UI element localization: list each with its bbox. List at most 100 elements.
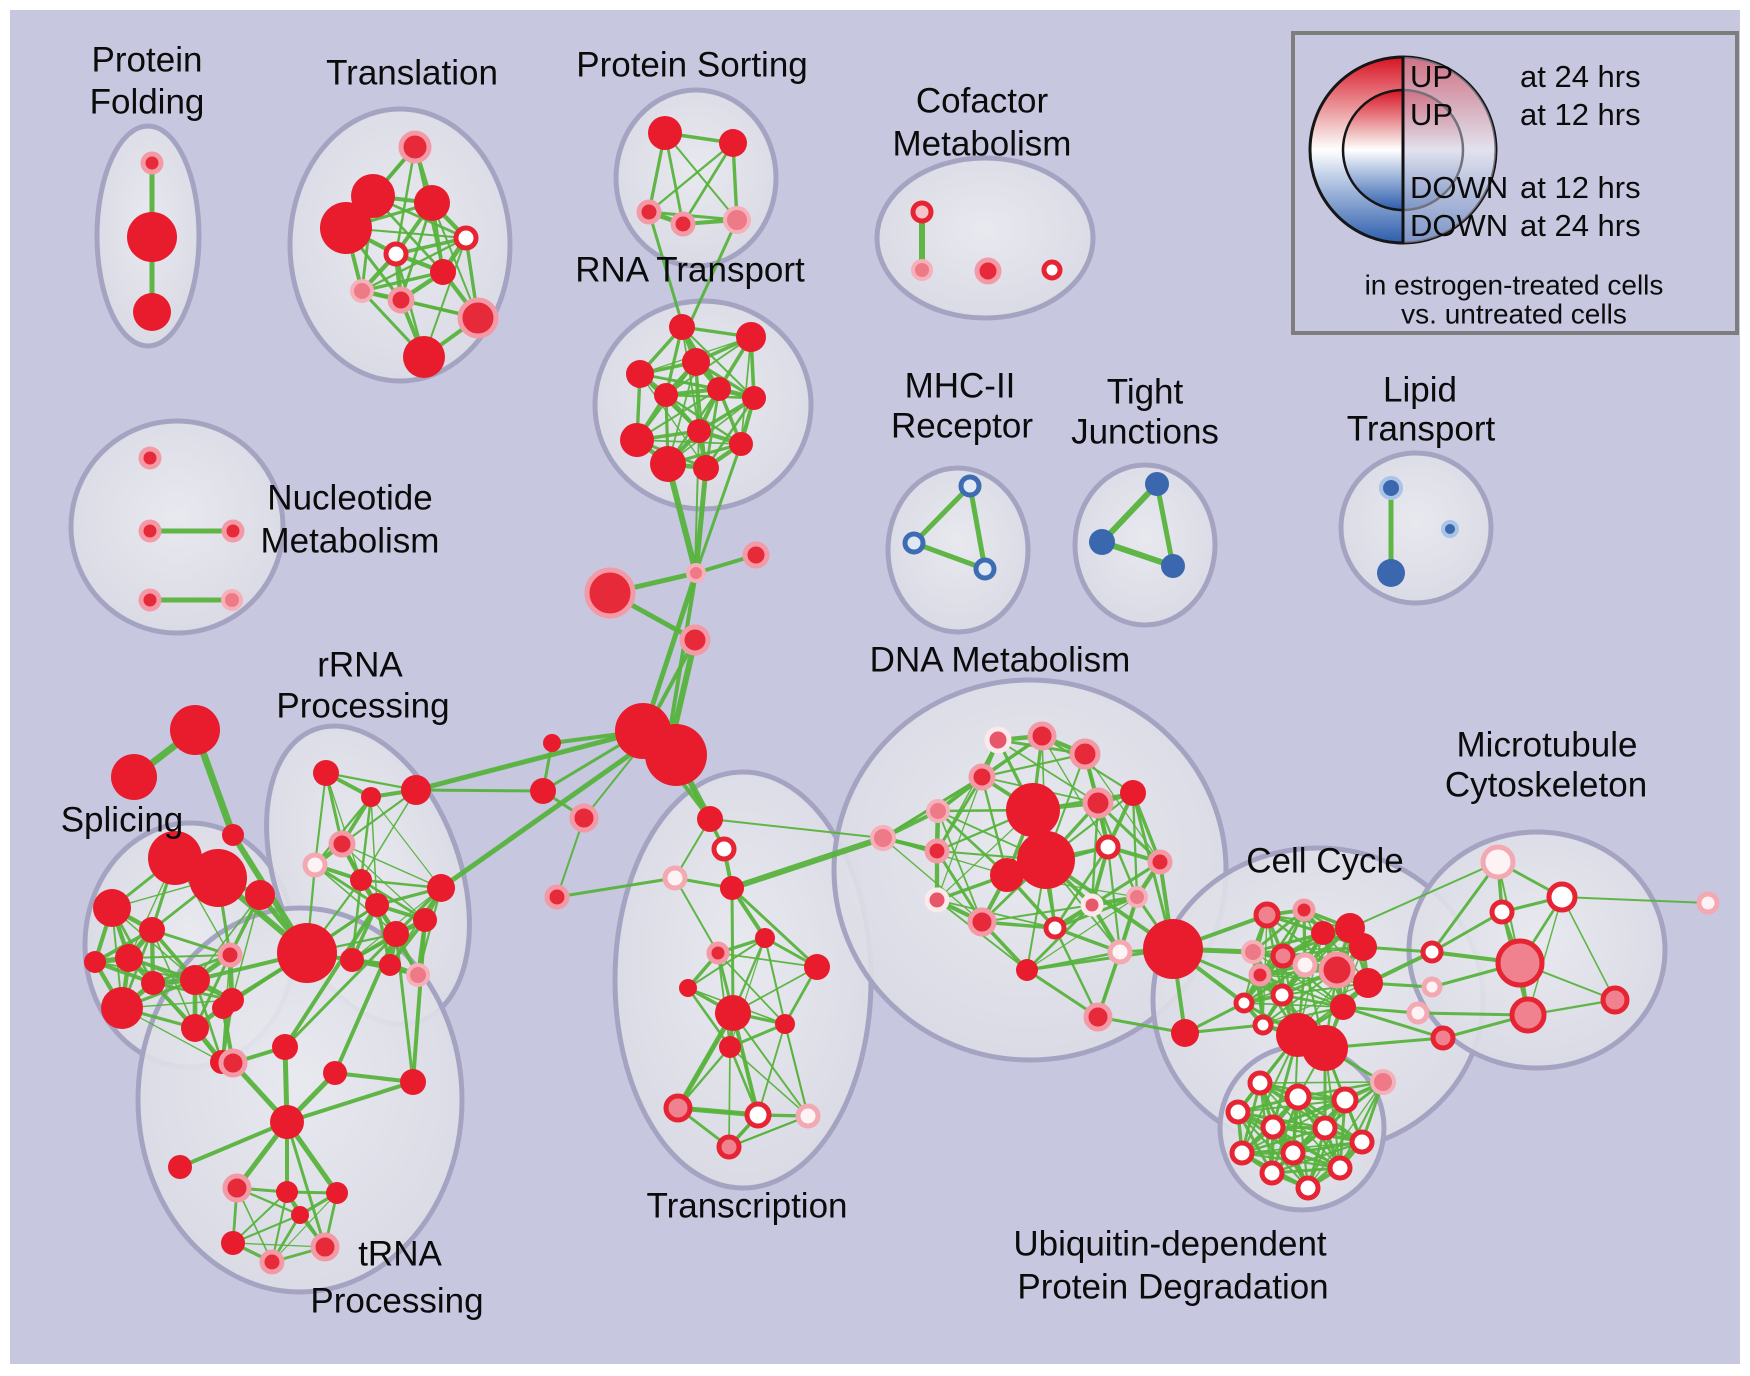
edge xyxy=(1259,1081,1384,1084)
node-bridge xyxy=(1143,919,1203,979)
cluster-bubble-mhc-ii-receptor xyxy=(885,465,1031,635)
edge xyxy=(763,936,787,1026)
edge xyxy=(728,1046,731,1148)
node-nucleotide xyxy=(138,588,162,612)
node-rna_transport xyxy=(654,383,678,407)
edge xyxy=(666,571,698,744)
node-cell_cycle xyxy=(1248,963,1272,987)
node-rrna xyxy=(361,787,381,807)
node-dna xyxy=(1027,721,1057,751)
node-cc_mt_overlap xyxy=(1406,1001,1430,1025)
node-cell_cycle xyxy=(1252,1014,1274,1036)
node-trna_upper xyxy=(168,1155,192,1179)
edge xyxy=(1338,1080,1385,1170)
node-nucleotide xyxy=(138,446,162,470)
edge xyxy=(1131,791,1139,899)
edge xyxy=(359,795,373,882)
edge xyxy=(341,843,442,889)
node-tight xyxy=(1161,554,1185,578)
node-transcription_top xyxy=(662,865,688,891)
node-trna_hex xyxy=(276,1181,298,1203)
node-translation xyxy=(403,336,445,378)
edge xyxy=(555,876,677,899)
edge xyxy=(694,430,700,571)
edge xyxy=(665,461,699,576)
node-hub xyxy=(530,778,556,804)
node-rrna xyxy=(406,963,430,987)
node-splicing_triangle xyxy=(111,754,157,800)
node-dna xyxy=(1107,939,1133,965)
node-rna_transport xyxy=(626,360,654,388)
edge xyxy=(1252,946,1364,953)
node-ubiquitin xyxy=(1295,1175,1321,1201)
edge xyxy=(1430,860,1500,954)
node-rrna xyxy=(379,954,401,976)
edge xyxy=(967,483,988,572)
legend-footer: in estrogen-treated cells xyxy=(1365,269,1664,300)
node-splicing_triangle xyxy=(170,705,220,755)
node-ubiquitin xyxy=(1229,1140,1255,1166)
legend-time-label: at 12 hrs xyxy=(1520,170,1641,205)
edge xyxy=(431,202,479,319)
node-trna_hex xyxy=(310,1232,340,1262)
edge xyxy=(1099,481,1160,545)
node-rrna xyxy=(427,874,455,902)
node-hub xyxy=(645,724,707,786)
node-cell_cycle xyxy=(1241,940,1265,964)
node-microtubule xyxy=(1546,881,1578,913)
edge xyxy=(674,877,719,954)
node-transcription_sub xyxy=(715,995,751,1031)
node-translation xyxy=(350,279,374,303)
edge xyxy=(360,789,417,881)
node-translation xyxy=(430,259,456,285)
cluster-label-protein-folding: Folding xyxy=(90,82,205,121)
node-dna xyxy=(1043,916,1067,940)
node-transcription_sub xyxy=(804,954,830,980)
node-rrna xyxy=(350,869,372,891)
node-dna xyxy=(990,858,1024,892)
node-splicing xyxy=(245,880,275,910)
node-transcription_sub xyxy=(679,979,697,997)
edge xyxy=(324,771,418,792)
edge xyxy=(1341,1005,1445,1040)
legend-direction-label: DOWN xyxy=(1410,208,1508,243)
edge xyxy=(231,1213,302,1245)
edge xyxy=(271,1192,338,1263)
edge xyxy=(997,739,1099,804)
node-cell_cycle xyxy=(1253,901,1281,929)
cluster-label-mhc-ii-receptor: Receptor xyxy=(891,406,1033,445)
edge xyxy=(730,886,735,1015)
node-rna_transport xyxy=(729,432,753,456)
node-dna xyxy=(870,825,896,851)
node-rrna xyxy=(401,775,431,805)
edge xyxy=(1349,861,1499,929)
node-ubiquitin xyxy=(1259,1160,1285,1186)
node-rna_transport xyxy=(736,322,766,352)
cluster-label-rrna-processing: rRNA xyxy=(317,645,403,684)
cluster-label-tight-junctions: Tight xyxy=(1107,372,1184,411)
edge xyxy=(681,141,735,226)
node-rna_transport xyxy=(650,446,686,482)
node-cc_mt_overlap xyxy=(1421,976,1443,998)
edge xyxy=(232,1242,326,1248)
node-protein_folding xyxy=(140,151,164,175)
edge xyxy=(1270,1140,1364,1175)
edge xyxy=(413,728,646,793)
node-lipid xyxy=(1377,559,1405,587)
node-dna xyxy=(1126,886,1148,908)
node-rrna xyxy=(302,852,328,878)
cluster-label-translation: Translation xyxy=(326,53,498,92)
node-rna_transport xyxy=(742,386,766,410)
node-ubiquitin xyxy=(1247,1070,1273,1096)
edge xyxy=(729,835,886,891)
cluster-label-trna-processing: Processing xyxy=(310,1281,483,1320)
edge xyxy=(686,986,732,1049)
edge xyxy=(360,236,468,293)
node-splicing xyxy=(189,849,247,907)
node-lipid xyxy=(1441,520,1459,538)
legend-time-label: at 24 hrs xyxy=(1520,208,1641,243)
edge xyxy=(730,886,819,969)
node-cell_cycle xyxy=(1318,951,1356,989)
node-splicing xyxy=(93,889,131,927)
